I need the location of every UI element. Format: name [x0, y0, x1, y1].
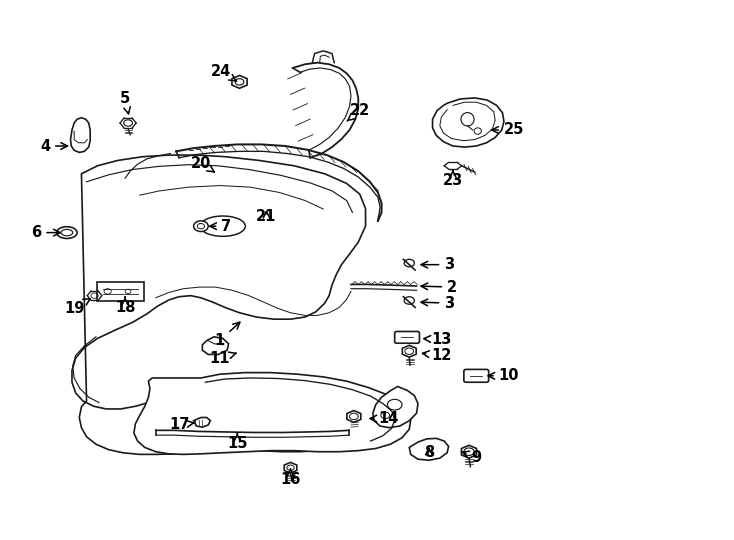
Text: 3: 3 — [421, 257, 454, 272]
Text: 11: 11 — [210, 350, 236, 366]
Polygon shape — [70, 118, 90, 152]
Polygon shape — [402, 346, 416, 357]
Text: 3: 3 — [421, 295, 454, 310]
Text: 14: 14 — [370, 411, 399, 426]
FancyBboxPatch shape — [464, 369, 489, 382]
Text: 24: 24 — [211, 64, 236, 82]
Text: 1: 1 — [215, 322, 240, 348]
Text: 17: 17 — [169, 417, 195, 433]
Text: 15: 15 — [227, 434, 247, 451]
Circle shape — [194, 221, 208, 232]
Text: 18: 18 — [115, 297, 135, 315]
FancyBboxPatch shape — [395, 332, 419, 343]
Polygon shape — [203, 337, 228, 354]
Text: 19: 19 — [64, 299, 90, 316]
Polygon shape — [410, 438, 448, 460]
Text: 25: 25 — [492, 123, 524, 138]
Polygon shape — [134, 373, 411, 454]
Circle shape — [404, 259, 415, 267]
Polygon shape — [432, 98, 504, 147]
Polygon shape — [462, 446, 476, 458]
Text: 6: 6 — [32, 225, 60, 240]
Polygon shape — [373, 387, 418, 428]
Ellipse shape — [57, 227, 77, 239]
Text: 2: 2 — [421, 280, 457, 295]
Text: 16: 16 — [280, 469, 301, 487]
Text: 23: 23 — [443, 170, 463, 188]
Polygon shape — [232, 76, 247, 88]
Polygon shape — [284, 462, 297, 473]
Ellipse shape — [200, 216, 245, 237]
Text: 20: 20 — [191, 156, 214, 172]
Text: 5: 5 — [120, 91, 131, 114]
Text: 13: 13 — [424, 332, 451, 347]
Text: 8: 8 — [424, 446, 434, 460]
FancyBboxPatch shape — [98, 282, 144, 301]
Text: 10: 10 — [488, 368, 519, 383]
Circle shape — [404, 296, 415, 304]
Text: 9: 9 — [462, 450, 482, 464]
Polygon shape — [194, 417, 211, 427]
Text: 7: 7 — [210, 219, 231, 234]
Text: 12: 12 — [423, 348, 451, 363]
Polygon shape — [72, 155, 366, 454]
Text: 22: 22 — [347, 103, 370, 121]
Polygon shape — [347, 410, 361, 422]
Text: 21: 21 — [256, 209, 277, 224]
Text: 4: 4 — [40, 138, 68, 153]
